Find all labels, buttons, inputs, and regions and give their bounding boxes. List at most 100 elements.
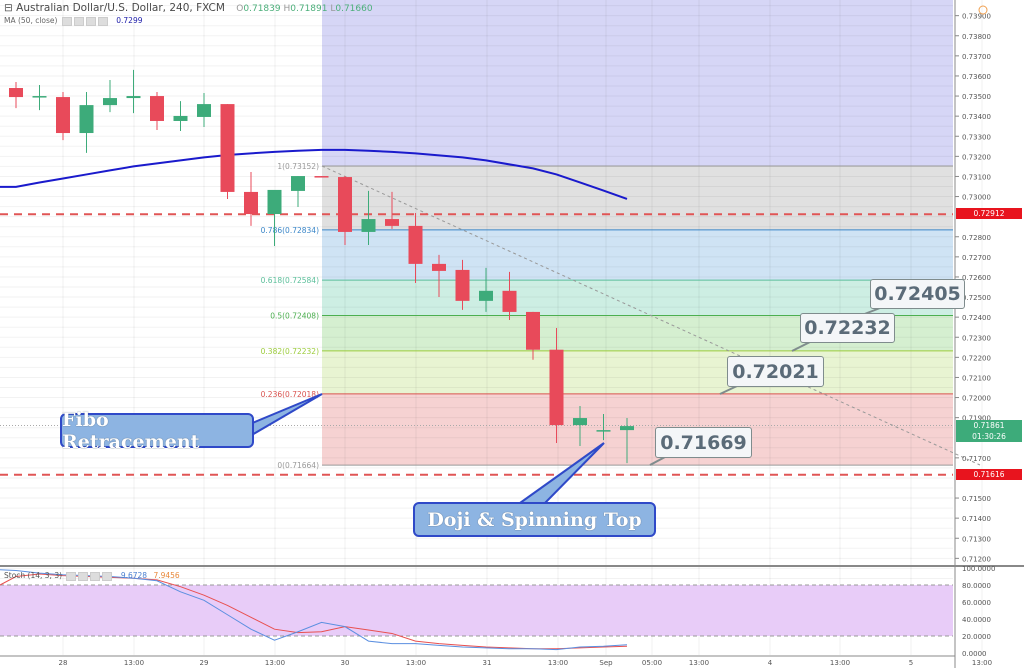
fib-label: 0.786(0.72834) (261, 226, 319, 235)
price-tick-label: 0.73600 (962, 73, 991, 81)
price-tick-label: 0.73100 (962, 173, 991, 181)
time-tick-label: 28 (59, 659, 68, 667)
price-tick-label: 0.72700 (962, 254, 991, 262)
candle (103, 79, 117, 113)
stoch-tick-label: 80.0000 (962, 582, 991, 590)
doji-spinning-top-callout[interactable]: Doji & Spinning Top (413, 502, 656, 537)
ma-value: 0.7299 (116, 16, 143, 25)
callout-pointer (791, 341, 811, 352)
price-tick-label: 0.73700 (962, 53, 991, 61)
time-tick-label: 13:00 (972, 659, 992, 667)
candle-body (314, 176, 329, 178)
candle-body (79, 105, 94, 134)
more-icon[interactable] (85, 16, 96, 26)
fib-zone-0.786 (322, 229, 953, 281)
price-tick-label: 0.73800 (962, 33, 991, 41)
stoch-band (0, 585, 953, 636)
fibo-retracement-callout[interactable]: Fibo Retracement (60, 409, 254, 453)
price-tick-label: 0.71300 (962, 535, 991, 543)
ma-label[interactable]: MA (50, close) (4, 16, 58, 25)
close-icon[interactable] (102, 571, 113, 581)
current-price-tag: 0.71861 (956, 420, 1022, 431)
time-tick-label: 30 (341, 659, 350, 667)
candle (479, 267, 493, 312)
candle (549, 328, 564, 443)
candle-body (526, 311, 540, 350)
candle (79, 92, 94, 153)
price-tick-label: 0.72100 (962, 374, 991, 382)
candle (244, 172, 258, 226)
fib-trend-line (321, 165, 981, 466)
candle-body (385, 219, 399, 226)
candle (56, 92, 70, 141)
candle-body (408, 225, 423, 264)
candle-body (173, 115, 188, 121)
stoch-tick-label: 40.0000 (962, 616, 991, 624)
stoch-tick-label: 20.0000 (962, 633, 991, 641)
eye-icon[interactable] (66, 571, 77, 581)
price-callout[interactable]: 0.72232 (800, 313, 895, 343)
fib-label: 0.5(0.72408) (270, 312, 319, 321)
price-callout[interactable]: 0.72405 (870, 279, 965, 309)
time-tick-label: 13:00 (689, 659, 709, 667)
line-price-tag: 0.72912 (956, 208, 1022, 219)
price-tick-label: 0.72300 (962, 334, 991, 342)
time-tick-label: 13:00 (265, 659, 285, 667)
candle-body (267, 189, 282, 215)
time-tick-label: 4 (768, 659, 773, 667)
candle (502, 271, 517, 320)
fib-label: 0.382(0.72232) (261, 347, 319, 356)
time-tick-label: Sep (599, 659, 613, 667)
price-tick-label: 0.72000 (962, 395, 991, 403)
candle-body (197, 104, 211, 117)
candle-body (502, 290, 517, 312)
fib-zone-0.382 (322, 350, 953, 394)
close-icon[interactable] (97, 16, 108, 26)
open-value: 0.71839 (243, 4, 281, 14)
more-icon[interactable] (90, 571, 101, 581)
fib-zone-1 (322, 166, 953, 230)
price-tick-label: 0.72400 (962, 314, 991, 322)
settings-icon[interactable] (78, 571, 89, 581)
candle (573, 405, 587, 446)
candle (596, 414, 611, 441)
alert-icon (978, 5, 988, 15)
fib-label: 0.618(0.72584) (261, 276, 319, 285)
symbol-title[interactable]: Australian Dollar/U.S. Dollar, 240, FXCM (16, 2, 225, 14)
price-tick-label: 0.71700 (962, 455, 991, 463)
collapse-icon[interactable]: ⊟ (4, 2, 13, 14)
stoch-indicator-legend: Stoch (14, 3, 3) 9.6728 7.9456 (4, 571, 180, 581)
fib-label: 0(0.71664) (277, 461, 319, 470)
candle (314, 176, 329, 178)
price-tick-label: 0.73900 (962, 13, 991, 21)
candle (32, 84, 47, 111)
stoch-tick-label: 0.0000 (962, 650, 987, 658)
candle (173, 101, 188, 132)
callout-pointer (719, 385, 738, 395)
ma-line (0, 148, 628, 200)
price-tick-label: 0.73300 (962, 133, 991, 141)
candle (620, 418, 634, 464)
time-tick-label: 31 (483, 659, 492, 667)
candle-body (103, 98, 117, 106)
settings-icon[interactable] (73, 16, 84, 26)
time-tick-label: 05:00 (642, 659, 662, 667)
price-tick-label: 0.73500 (962, 93, 991, 101)
price-callout[interactable]: 0.72021 (727, 356, 824, 387)
candle-body (338, 177, 352, 232)
chart-header: ⊟ Australian Dollar/U.S. Dollar, 240, FX… (4, 2, 373, 14)
price-tick-label: 0.71500 (962, 495, 991, 503)
stoch-label[interactable]: Stoch (14, 3, 3) (4, 571, 63, 580)
time-tick-label: 29 (200, 659, 209, 667)
price-tick-label: 0.72600 (962, 274, 991, 282)
candle-body (432, 263, 446, 271)
candle (220, 104, 235, 199)
low-value: 0.71660 (335, 4, 373, 14)
candle-body (596, 430, 611, 432)
candle-body (220, 104, 235, 192)
eye-icon[interactable] (61, 16, 72, 26)
price-callout[interactable]: 0.71669 (655, 427, 752, 458)
price-tick-label: 0.72500 (962, 294, 991, 302)
candle (455, 259, 470, 310)
